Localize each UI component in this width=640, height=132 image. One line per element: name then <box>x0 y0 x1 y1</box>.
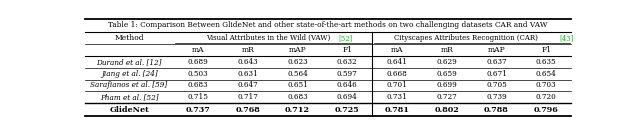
Text: 0.699: 0.699 <box>436 81 457 89</box>
Text: 0.703: 0.703 <box>536 81 557 89</box>
Text: 0.564: 0.564 <box>287 70 308 78</box>
Text: mA: mA <box>192 46 204 54</box>
Text: 0.705: 0.705 <box>486 81 507 89</box>
Text: 0.781: 0.781 <box>385 106 410 114</box>
Text: 0.659: 0.659 <box>436 70 457 78</box>
Text: 0.651: 0.651 <box>287 81 308 89</box>
Text: 0.671: 0.671 <box>486 70 507 78</box>
Text: Sarafianos et al. [59]: Sarafianos et al. [59] <box>90 81 168 89</box>
Text: 0.715: 0.715 <box>188 93 209 101</box>
Text: Table 1: Comparison Between GlideNet and other state-of-the-art methods on two c: Table 1: Comparison Between GlideNet and… <box>108 22 548 29</box>
Text: 0.643: 0.643 <box>237 58 258 66</box>
Text: 0.654: 0.654 <box>536 70 557 78</box>
Text: 0.788: 0.788 <box>484 106 509 114</box>
Text: Pham et al. [52]: Pham et al. [52] <box>100 93 159 101</box>
Text: 0.727: 0.727 <box>436 93 457 101</box>
Text: Method: Method <box>115 34 144 42</box>
Text: 0.503: 0.503 <box>188 70 209 78</box>
Text: 0.647: 0.647 <box>237 81 258 89</box>
Text: Visual Attributes in the Wild (VAW): Visual Attributes in the Wild (VAW) <box>205 34 330 42</box>
Text: 0.725: 0.725 <box>335 106 360 114</box>
Text: 0.731: 0.731 <box>387 93 408 101</box>
Text: 0.739: 0.739 <box>486 93 507 101</box>
Text: 0.637: 0.637 <box>486 58 507 66</box>
Text: F1: F1 <box>541 46 551 54</box>
Text: 0.635: 0.635 <box>536 58 557 66</box>
Text: 0.623: 0.623 <box>287 58 308 66</box>
Text: 0.597: 0.597 <box>337 70 358 78</box>
Text: 0.632: 0.632 <box>337 58 358 66</box>
Text: 0.694: 0.694 <box>337 93 358 101</box>
Text: Cityscapes Attributes Recognition (CAR): Cityscapes Attributes Recognition (CAR) <box>394 34 538 42</box>
Text: 0.631: 0.631 <box>237 70 258 78</box>
Text: Durand et al. [12]: Durand et al. [12] <box>97 58 162 66</box>
Text: 0.646: 0.646 <box>337 81 358 89</box>
Text: mR: mR <box>440 46 453 54</box>
Text: 0.796: 0.796 <box>534 106 559 114</box>
Text: [43]: [43] <box>559 34 574 42</box>
Text: 0.641: 0.641 <box>387 58 408 66</box>
Text: 0.629: 0.629 <box>436 58 457 66</box>
Text: Jiang et al. [24]: Jiang et al. [24] <box>100 70 157 78</box>
Text: 0.683: 0.683 <box>188 81 209 89</box>
Text: 0.668: 0.668 <box>387 70 408 78</box>
Text: 0.712: 0.712 <box>285 106 310 114</box>
Text: mR: mR <box>241 46 254 54</box>
Text: 0.717: 0.717 <box>237 93 259 101</box>
Text: mA: mA <box>390 46 403 54</box>
Text: mAP: mAP <box>488 46 506 54</box>
Text: 0.720: 0.720 <box>536 93 557 101</box>
Text: [52]: [52] <box>339 34 353 42</box>
Text: GlideNet: GlideNet <box>109 106 149 114</box>
Text: F1: F1 <box>342 46 353 54</box>
Text: 0.701: 0.701 <box>387 81 408 89</box>
Text: 0.737: 0.737 <box>186 106 211 114</box>
Text: 0.768: 0.768 <box>236 106 260 114</box>
Text: 0.683: 0.683 <box>287 93 308 101</box>
Text: mAP: mAP <box>289 46 307 54</box>
Text: 0.802: 0.802 <box>435 106 459 114</box>
Text: 0.689: 0.689 <box>188 58 209 66</box>
